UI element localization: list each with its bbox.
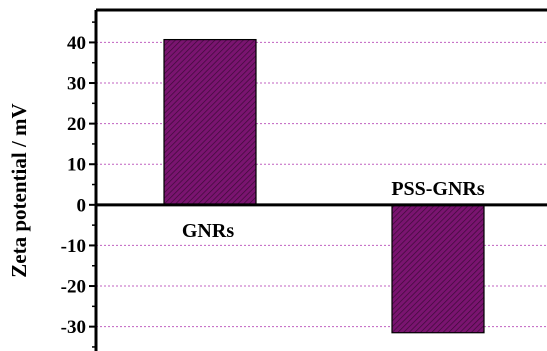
- y-ticks: -30 -20 -10 0 10 20 30 40: [61, 21, 96, 348]
- y-tick-label: 0: [77, 195, 87, 216]
- bars: [163, 38, 485, 334]
- y-tick-label: 30: [67, 74, 86, 95]
- gridlines: [96, 41, 547, 328]
- bar-gnrs: [163, 38, 257, 206]
- y-tick-label: -10: [61, 236, 86, 257]
- category-label-pss-gnrs: PSS-GNRs: [391, 178, 485, 200]
- y-tick-label: 10: [67, 155, 86, 176]
- y-tick-label: 20: [67, 114, 86, 135]
- y-axis-title: Zeta potential / mV: [7, 103, 31, 277]
- bar-pss-gnrs: [391, 204, 485, 334]
- category-labels: GNRs PSS-GNRs: [182, 178, 485, 242]
- category-label-gnrs: GNRs: [182, 220, 234, 242]
- y-tick-label: -20: [61, 277, 86, 298]
- y-tick-label: 40: [67, 33, 86, 54]
- y-tick-label: -30: [61, 317, 86, 338]
- axes: [94, 8, 547, 351]
